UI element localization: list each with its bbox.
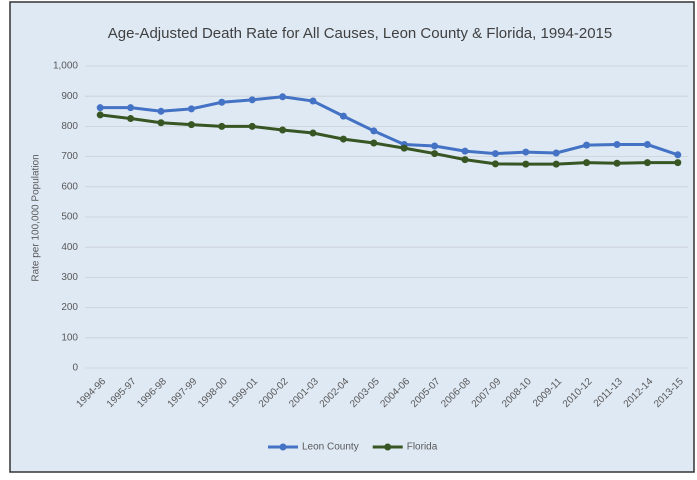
series-marker: [522, 148, 530, 156]
chart-background: [9, 1, 695, 473]
series-marker: [248, 96, 256, 104]
y-tick-label: 300: [61, 272, 78, 283]
series-marker: [491, 160, 499, 168]
series-marker: [218, 98, 226, 106]
series-marker: [643, 141, 651, 149]
series-marker: [583, 141, 591, 149]
series-marker: [461, 147, 469, 155]
series-line: [100, 113, 678, 166]
series-marker: [431, 150, 439, 158]
y-tick-label: 200: [61, 302, 78, 313]
series-marker: [461, 156, 469, 164]
series-marker: [552, 149, 560, 157]
legend-label: Florida: [407, 442, 438, 453]
y-tick-label: 800: [61, 121, 78, 132]
series-marker: [157, 107, 165, 115]
series-marker: [339, 135, 347, 143]
legend-label: Leon County: [302, 442, 359, 453]
chart-title: Age-Adjusted Death Rate for All Causes, …: [108, 25, 612, 42]
series-marker: [613, 141, 621, 149]
series-marker: [400, 144, 408, 152]
series-marker: [339, 112, 347, 120]
series-marker: [96, 104, 104, 112]
y-tick-label: 100: [61, 332, 78, 343]
series-marker: [309, 129, 317, 137]
series-marker: [613, 159, 621, 167]
y-axis-label: Rate per 100,000 Population: [31, 154, 42, 281]
y-tick-label: 1,000: [53, 61, 78, 72]
series-marker: [127, 104, 135, 112]
series-marker: [674, 159, 682, 167]
legend-marker: [384, 443, 392, 451]
series-marker: [218, 122, 226, 130]
series-marker: [127, 115, 135, 123]
y-tick-label: 0: [72, 363, 78, 374]
y-tick-label: 600: [61, 181, 78, 192]
series-marker: [583, 159, 591, 167]
series-marker: [157, 119, 165, 127]
y-tick-label: 400: [61, 242, 78, 253]
series-marker: [552, 160, 560, 168]
series-marker: [309, 97, 317, 105]
series-marker: [279, 93, 287, 101]
series-marker: [187, 121, 195, 129]
series-marker: [370, 139, 378, 147]
legend-marker: [279, 443, 287, 451]
series-marker: [187, 105, 195, 113]
series-marker: [674, 151, 682, 159]
series-marker: [643, 159, 651, 167]
y-tick-label: 900: [61, 91, 78, 102]
series-marker: [248, 122, 256, 130]
series-marker: [431, 142, 439, 150]
y-tick-label: 500: [61, 212, 78, 223]
series-marker: [370, 127, 378, 135]
series-marker: [522, 160, 530, 168]
series-marker: [491, 150, 499, 158]
series-marker: [279, 126, 287, 134]
series-marker: [96, 111, 104, 119]
series-line: [100, 95, 679, 157]
y-tick-label: 700: [61, 151, 78, 162]
